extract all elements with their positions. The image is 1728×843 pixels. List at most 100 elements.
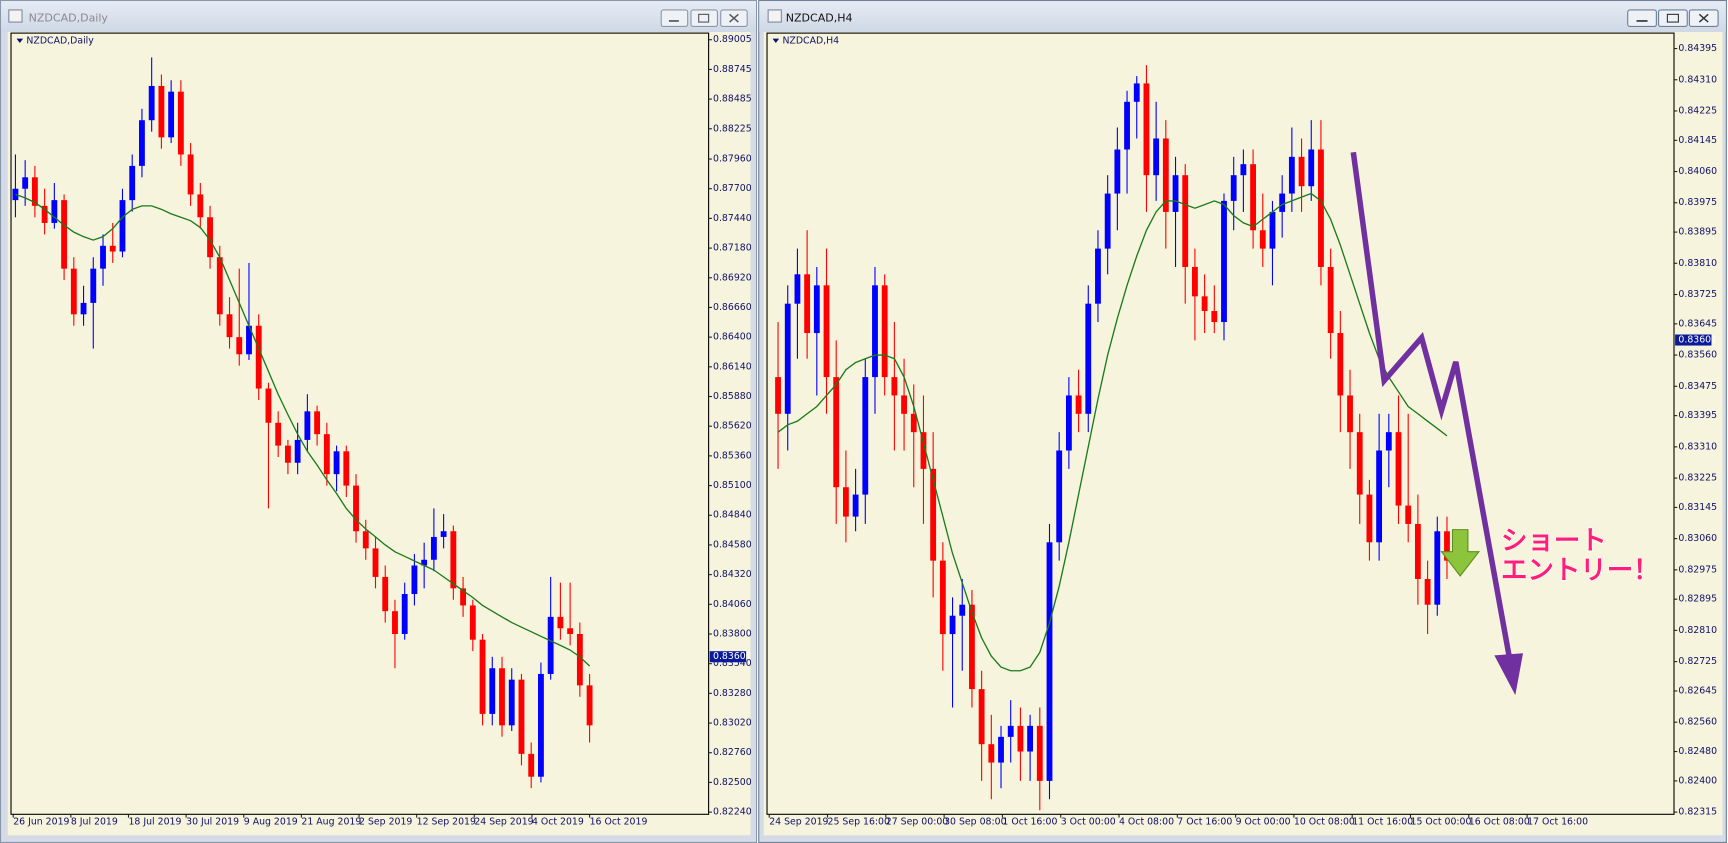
candle-body [804,274,811,334]
y-tick-label: 0.82240 [713,807,752,818]
x-tick-label: 11 Oct 16:00 [1352,817,1413,828]
candle-body [1065,395,1072,451]
y-tick-label: 0.88485 [713,94,752,105]
candle-body [784,303,791,414]
candle-body [1075,395,1082,414]
candle-body [557,616,564,629]
x-tick-label: 18 Jul 2019 [128,817,181,828]
y-tick-label: 0.84145 [1678,135,1717,146]
y-tick-label: 0.83145 [1678,502,1717,513]
window-controls[interactable] [660,9,748,28]
arrow-path [1350,151,1513,661]
candle-body [1414,523,1421,580]
x-tick-label: 25 Sep 16:00 [828,817,890,828]
candle-body [930,468,937,561]
candle-body [1017,725,1024,752]
window-title: NZDCAD,Daily [29,12,109,25]
y-tick-label: 0.83895 [1678,227,1717,238]
candle-body [538,673,544,777]
y-tick-label: 0.84060 [1678,166,1717,177]
x-tick-label: 26 Jun 2019 [13,817,69,828]
window-title: NZDCAD,H4 [786,12,853,25]
candle-body [939,560,946,635]
x-tick-label: 3 Oct 00:00 [1061,817,1116,828]
candle-body [842,487,849,517]
minimize-button[interactable] [660,9,689,28]
y-tick-label: 0.82760 [713,747,752,758]
candle-body [528,753,535,777]
candle-body [1027,725,1034,752]
x-tick-label: 30 Sep 08:00 [944,817,1006,828]
candle-body [978,689,985,745]
x-tick-label: 15 Oct 00:00 [1411,817,1472,828]
candle-body [31,177,38,206]
x-tick-label: 9 Aug 2019 [244,817,298,828]
chart-menu-icon[interactable] [772,38,780,44]
candle-body [910,413,917,433]
candle-body [547,616,554,674]
candle-body [1046,542,1053,781]
candle-body [100,245,106,269]
y-tick-label: 0.83395 [1678,410,1717,421]
candle-body [1308,149,1315,187]
candle-body [314,411,321,435]
plot-frame [10,32,710,815]
y-tick-label: 0.82500 [713,777,752,788]
annotation: ショート エントリー！ [1500,525,1660,587]
candle-body [1133,83,1140,102]
candle-body [382,576,389,612]
candle-body [1279,193,1286,212]
candle-body [1240,164,1247,176]
candle-body [920,432,927,469]
restore-icon [698,13,710,23]
candle-body [80,302,87,315]
candle-body [109,245,116,252]
candle-body [1221,200,1227,323]
y-tick-label: 0.87960 [713,154,752,165]
annotation-text: エントリー！ [1501,555,1660,586]
window-controls[interactable] [1627,9,1719,28]
candle-body [969,604,975,690]
y-tick-label: 0.84580 [713,539,752,550]
y-tick-label: 0.87700 [713,183,752,194]
candle-body [1230,175,1237,201]
candle-body [1007,725,1014,737]
entry-arrow [1440,529,1481,577]
close-icon [729,13,739,23]
y-tick-label: 0.82480 [1678,746,1717,757]
candle-body [51,200,58,223]
candle-body [1259,230,1266,249]
y-tick-label: 0.83725 [1678,289,1717,300]
chart-layer: 0.89005 0.88745 0.88485 0.88225 0.87960 0.877… [12,34,1717,828]
title-bar [1,1,756,32]
y-tick-label: 0.88745 [713,64,752,75]
candle-body [1366,494,1373,543]
current-price-label: 0.83601 [713,651,752,662]
y-tick-label: 0.83810 [1678,258,1717,269]
y-tick-label: 0.84320 [713,569,752,580]
restore-button[interactable] [1658,9,1688,28]
y-tick-label: 0.85880 [713,391,752,402]
candle-body [1211,311,1218,323]
candle-body [333,451,340,475]
candle-body [1327,266,1334,334]
restore-button[interactable] [690,9,718,28]
y-tick-label: 0.84395 [1678,43,1717,54]
y-tick-label: 0.82645 [1678,685,1717,696]
candle-body [246,325,252,355]
y-tick-label: 0.86920 [713,272,752,283]
candle-body [1337,333,1344,396]
y-tick-label: 0.83280 [713,688,752,699]
candle-body [1298,156,1305,187]
candle-body [90,268,97,303]
candle-body [187,154,194,195]
candle-body [353,485,359,532]
y-tick-label: 0.82725 [1678,656,1717,667]
candle-body [1036,725,1043,781]
candle-body [207,217,213,258]
y-tick-label: 0.84060 [713,599,752,610]
chart-menu-icon[interactable] [16,38,24,44]
current-price-box [709,651,747,663]
minimize-button[interactable] [1627,9,1657,28]
